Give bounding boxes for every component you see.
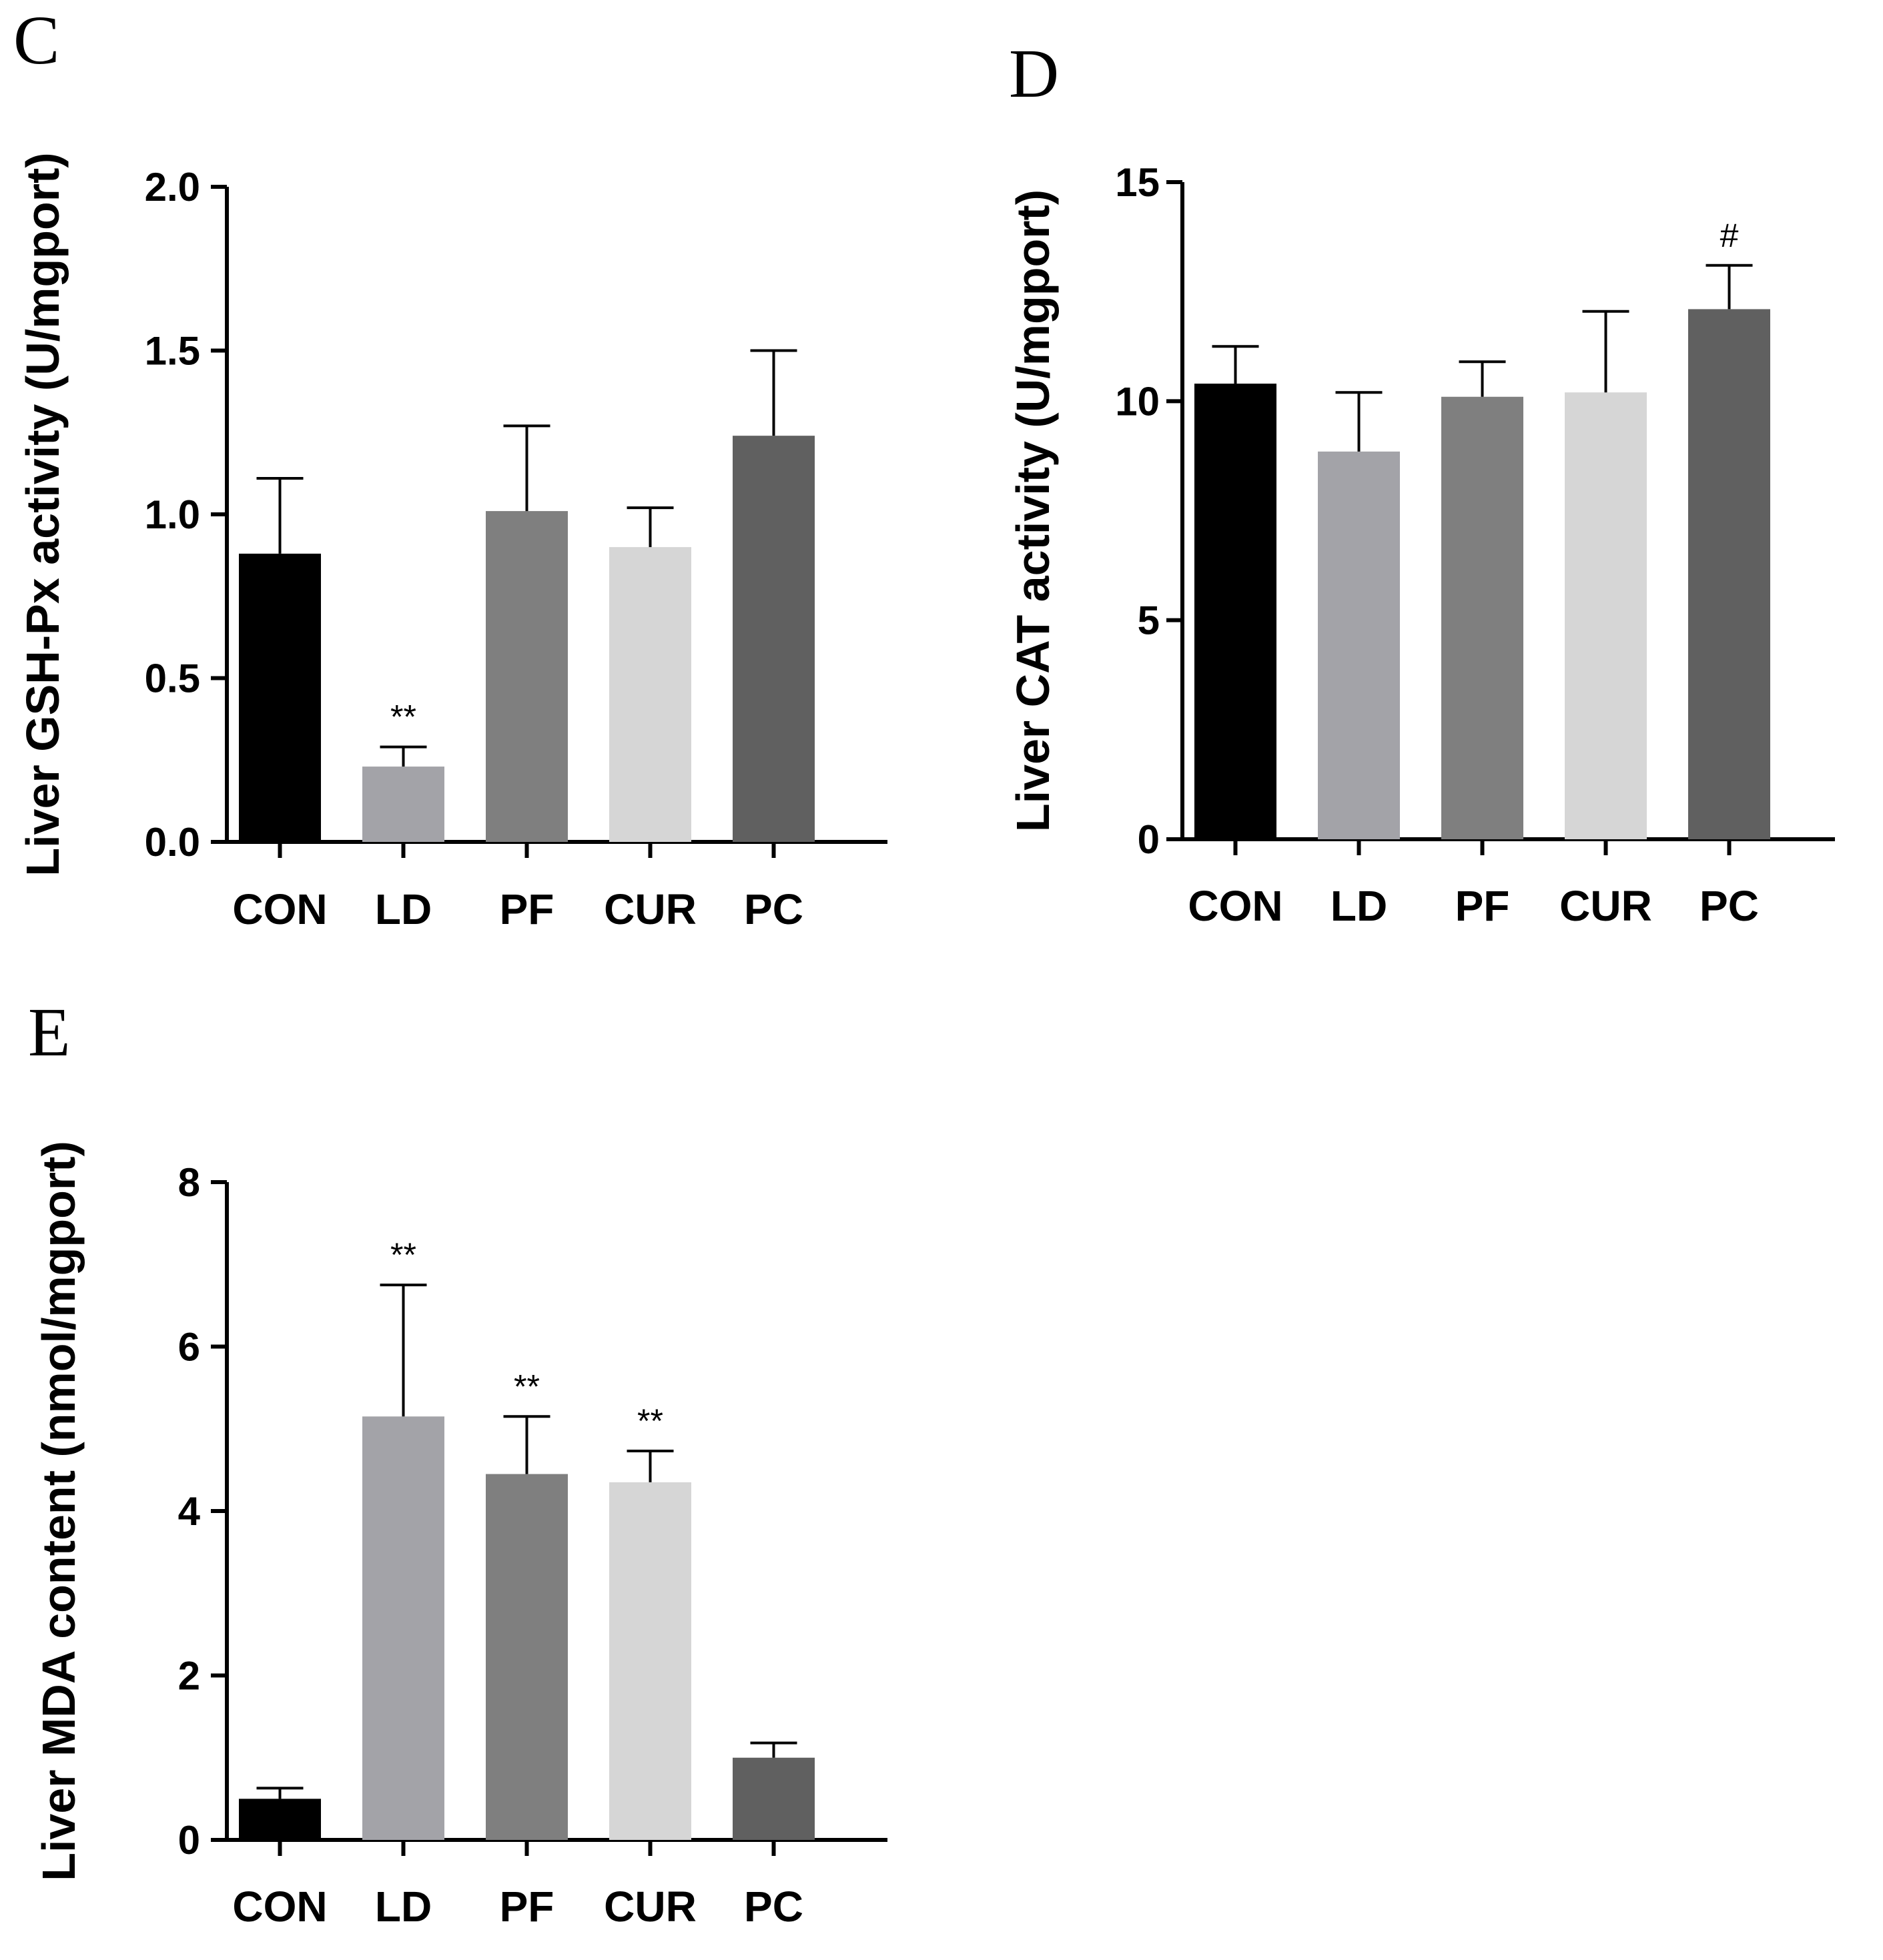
bar-ld [1318, 451, 1400, 839]
category-label-ld: LD [1331, 882, 1387, 930]
bar-con [1194, 384, 1276, 839]
y-tick-label: 1.0 [145, 492, 200, 537]
panel-letter: D [1009, 35, 1059, 112]
bar-pc [1688, 309, 1770, 839]
category-label-pf: PF [1455, 882, 1510, 930]
category-label-cur: CUR [604, 885, 697, 933]
significance-label: ** [637, 1402, 663, 1440]
significance-label: ** [390, 698, 416, 736]
bar-pc [733, 436, 815, 842]
bar-ld [362, 1416, 444, 1840]
y-tick-label: 8 [178, 1160, 200, 1205]
panel-letter: E [28, 994, 71, 1071]
panel-letter: C [13, 2, 59, 79]
category-label-cur: CUR [1559, 882, 1652, 930]
bar-cur [609, 547, 691, 842]
category-label-pc: PC [744, 885, 803, 933]
bar-cur [1565, 392, 1647, 839]
chart-panel-d: D 0 5 10 15 Liver CAT activity (U/mgport) CON L… [1007, 35, 1835, 930]
y-tick-label: 15 [1115, 160, 1160, 205]
y-tick-label: 0.5 [145, 656, 200, 701]
y-tick-label: 6 [178, 1325, 200, 1370]
bar-pc [733, 1757, 815, 1840]
category-label-cur: CUR [604, 1883, 697, 1931]
y-axis-title: Liver GSH-Px activity (U/mgport) [17, 152, 69, 876]
y-tick-label: 0 [178, 1818, 200, 1863]
y-axis-title: Liver CAT activity (U/mgport) [1007, 189, 1059, 832]
y-tick-label: 2 [178, 1654, 200, 1698]
significance-label: # [1720, 217, 1739, 254]
significance-label: ** [390, 1236, 416, 1274]
bar-con [239, 1799, 321, 1840]
category-label-con: CON [232, 1883, 327, 1931]
bar-pf [486, 511, 568, 842]
category-label-ld: LD [375, 885, 432, 933]
chart-panel-e: E 0 2 4 6 8 Liver MDA content (nmol/mgport) CON… [28, 994, 887, 1931]
y-tick-label: 2.0 [145, 165, 200, 209]
category-label-pc: PC [744, 1883, 803, 1931]
bar-pf [486, 1474, 568, 1840]
bar-pf [1441, 396, 1523, 839]
y-axis-title: Liver MDA content (nmol/mgport) [33, 1141, 85, 1881]
category-label-pf: PF [500, 1883, 554, 1931]
bar-con [239, 553, 321, 842]
category-label-ld: LD [375, 1883, 432, 1931]
y-tick-label: 0 [1138, 817, 1160, 862]
y-tick-label: 1.5 [145, 329, 200, 374]
chart-panel-c: C 0.0 0.5 1.0 1.5 2.0 Liver GSH-Px activity (U… [13, 2, 887, 933]
bar-cur [609, 1482, 691, 1840]
category-label-con: CON [232, 885, 327, 933]
y-tick-label: 5 [1138, 598, 1160, 643]
y-tick-label: 0.0 [145, 820, 200, 865]
category-label-pc: PC [1700, 882, 1759, 930]
category-label-con: CON [1188, 882, 1282, 930]
significance-label: ** [514, 1368, 540, 1405]
category-label-pf: PF [500, 885, 554, 933]
y-tick-label: 4 [178, 1489, 201, 1534]
bar-ld [362, 767, 444, 842]
y-tick-label: 10 [1115, 379, 1160, 424]
